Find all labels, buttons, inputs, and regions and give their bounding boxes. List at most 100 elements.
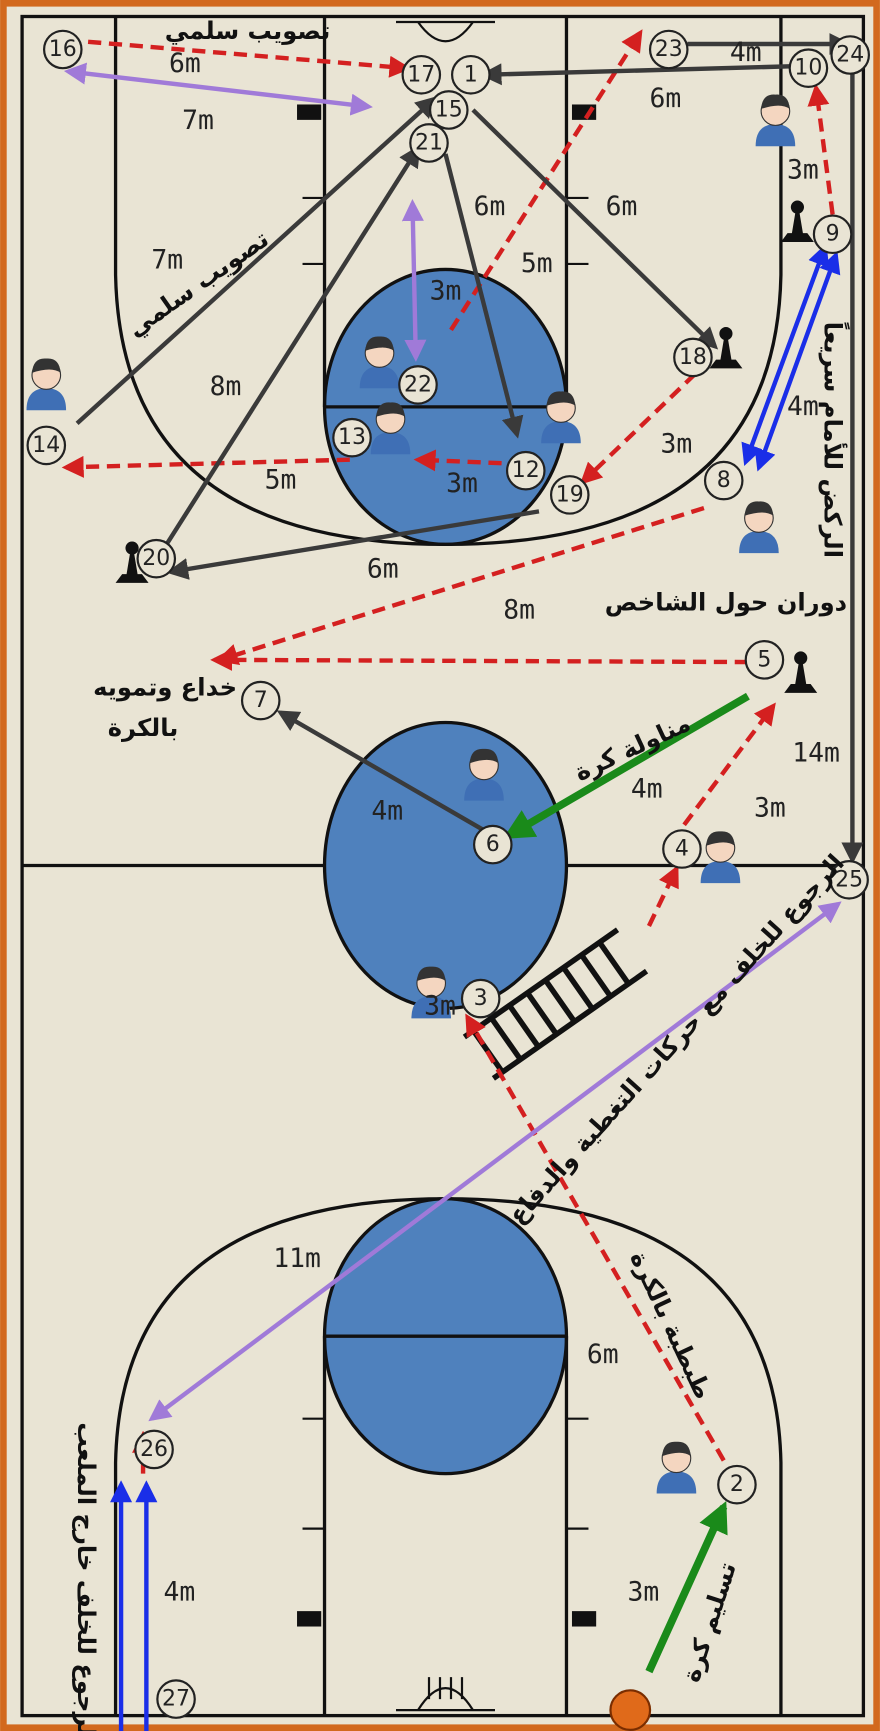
node-circle [829, 860, 869, 900]
node-label: 7 [254, 688, 268, 713]
node-label: 17 [407, 62, 435, 87]
node-label: 19 [556, 482, 584, 507]
node-circle [788, 48, 829, 88]
arrow [63, 62, 373, 116]
node-label: 10 [794, 56, 822, 81]
arrow [210, 648, 748, 671]
player-icon [755, 94, 796, 147]
arrow [401, 199, 427, 362]
node-label: 13 [338, 425, 366, 450]
player-icon [700, 831, 741, 884]
player-hair [469, 748, 499, 764]
player-body [739, 531, 779, 554]
arrow [87, 39, 412, 78]
node-circle [240, 680, 281, 721]
cone [115, 541, 149, 583]
arrow [443, 153, 524, 439]
distance-label: 6m [587, 1340, 619, 1370]
distance-label: 4m [787, 392, 819, 422]
arrow [479, 63, 803, 86]
player-hair [706, 831, 735, 846]
node-circle [398, 365, 438, 405]
node-circle [450, 54, 491, 95]
distance-label: 3m [628, 1577, 660, 1607]
node-label: 23 [655, 37, 683, 62]
distance-label: 6m [169, 49, 201, 79]
player-icon [739, 501, 779, 554]
node-label: 6 [486, 832, 500, 857]
node-circle [26, 425, 67, 466]
node-circle [42, 29, 83, 70]
player-icon [656, 1441, 697, 1494]
node-circle [134, 1429, 174, 1470]
icons [26, 94, 818, 1494]
annotation: بالكرة [108, 714, 179, 742]
player-hair [662, 1441, 691, 1457]
annotation: الرجوع للخلف خارج الملعب [71, 1422, 100, 1731]
annotation: دوران حول الشاخص [605, 589, 847, 617]
node-circle [703, 460, 744, 501]
player-hair [376, 402, 405, 417]
player-hair [31, 358, 61, 373]
player-icon [359, 336, 400, 389]
arrow [215, 505, 705, 666]
node-label: 25 [835, 867, 863, 892]
node-label: 15 [435, 97, 463, 122]
distance-label: 7m [182, 106, 214, 136]
node-label: 24 [836, 42, 864, 67]
distance-label: 4m [730, 38, 762, 68]
distance-label: 8m [210, 372, 242, 402]
player-body [464, 778, 504, 801]
player-body [700, 861, 741, 884]
player-body [411, 996, 451, 1019]
node-label: 22 [404, 372, 432, 397]
distance-label: 6m [474, 192, 506, 222]
player-hair [416, 966, 446, 981]
node-label: 4 [675, 837, 689, 862]
cone [784, 651, 818, 693]
arrow [579, 372, 697, 485]
node-label: 2 [730, 1472, 744, 1497]
distance-label: 7m [151, 246, 183, 276]
annotation: تصويب سلمي [165, 17, 331, 45]
node-circle [505, 450, 546, 491]
distance-label: 4m [163, 1577, 195, 1607]
arrow [807, 83, 835, 215]
cone [780, 200, 814, 242]
node-circle [472, 824, 513, 865]
player-icon [370, 402, 411, 455]
node-label: 1 [464, 62, 478, 87]
distance-label: 4m [371, 797, 403, 827]
node-label: 12 [512, 458, 540, 483]
arrow [75, 96, 438, 426]
node-circle [549, 475, 590, 515]
node-circle [648, 29, 689, 70]
distance-label: 3m [661, 429, 693, 459]
distance-label: 3m [787, 155, 819, 185]
player-body [359, 366, 400, 389]
node-circle [744, 640, 785, 680]
distance-label: 6m [606, 192, 638, 222]
node-circle [429, 90, 469, 130]
player-body [755, 124, 796, 147]
arrow [502, 692, 750, 840]
node-label: 27 [162, 1687, 190, 1712]
node-label: 5 [757, 647, 771, 672]
arrow [166, 509, 540, 580]
arrow [276, 710, 486, 833]
node-circle [409, 123, 449, 163]
player-hair [365, 336, 394, 351]
arrow [682, 702, 776, 827]
node-label: 18 [679, 345, 707, 370]
player-icon [411, 966, 451, 1019]
node-label: 3 [474, 986, 488, 1011]
distance-label: 6m [650, 84, 682, 114]
node-circle [332, 417, 372, 458]
arrow [754, 251, 841, 472]
node-circle [401, 54, 442, 95]
node-circle [136, 538, 177, 579]
annotation: خداع وتمويه [93, 673, 237, 701]
node-circle [156, 1679, 196, 1719]
annotation: الركض للأمام سريعاً [819, 322, 850, 558]
